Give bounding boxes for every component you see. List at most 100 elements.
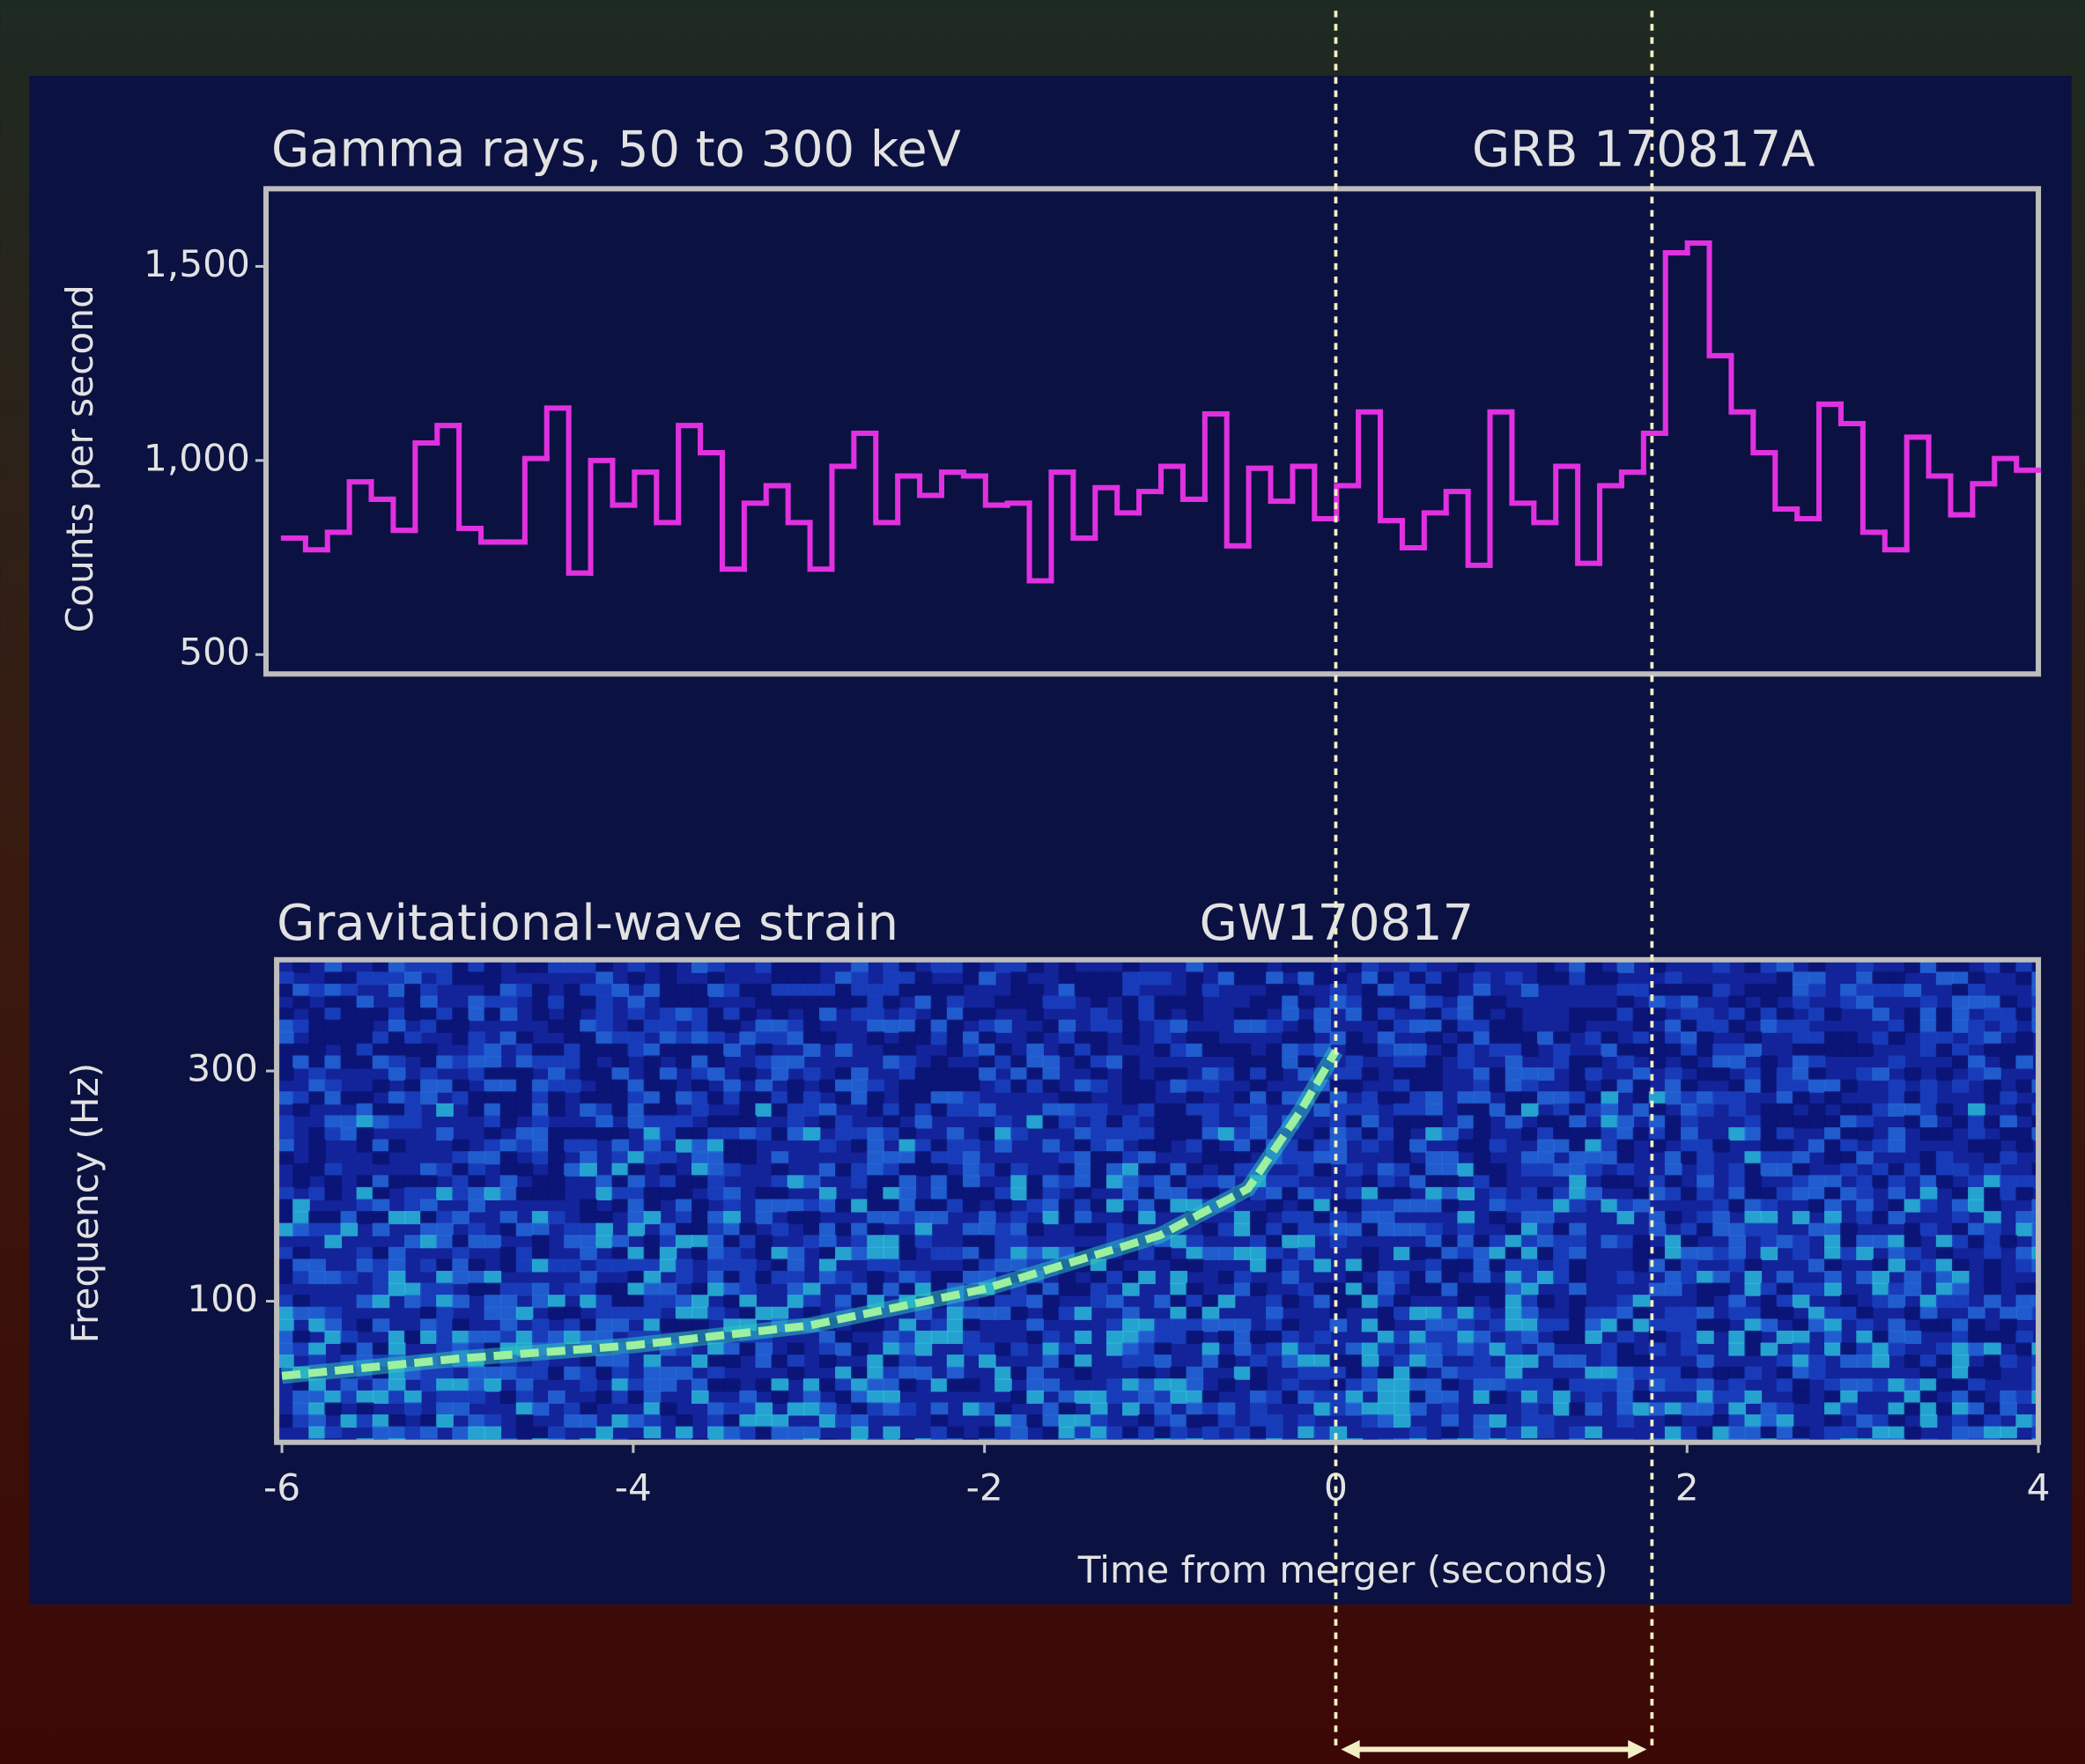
- spectrogram-noise: [1505, 1247, 1523, 1260]
- spectrogram-noise: [1521, 1331, 1539, 1344]
- spectrogram-noise: [1761, 1199, 1778, 1212]
- spectrogram-noise: [1505, 1223, 1523, 1236]
- spectrogram-noise: [357, 1391, 374, 1404]
- spectrogram-noise: [373, 1080, 390, 1093]
- spectrogram-noise: [1904, 1103, 1922, 1117]
- spectrogram-noise: [676, 1211, 693, 1224]
- spectrogram-noise: [1282, 1331, 1299, 1344]
- spectrogram-noise: [2000, 1307, 2017, 1320]
- spectrogram-noise: [1617, 1127, 1635, 1140]
- spectrogram-noise: [755, 1414, 773, 1428]
- spectrogram-noise: [484, 1414, 502, 1428]
- spectrogram-noise: [1697, 1044, 1714, 1057]
- spectrogram-noise: [1505, 1367, 1523, 1380]
- spectrogram-noise: [1728, 1247, 1746, 1260]
- spectrogram-noise: [373, 1044, 390, 1057]
- spectrogram-noise: [500, 1211, 518, 1224]
- spectrogram-noise: [1569, 1318, 1586, 1332]
- spectrogram-noise: [1330, 1151, 1348, 1164]
- spectrogram-noise: [1777, 1271, 1794, 1284]
- spectrogram-noise: [1569, 1258, 1586, 1272]
- spectrogram-noise: [1872, 1163, 1889, 1177]
- spectrogram-noise: [1457, 1140, 1475, 1153]
- spectrogram-noise: [947, 1331, 965, 1344]
- spectrogram-noise: [644, 1414, 662, 1428]
- spectrogram-noise: [660, 1175, 677, 1188]
- spectrogram-noise: [1043, 1211, 1061, 1224]
- spectrogram-noise: [707, 1235, 725, 1248]
- spectrogram-noise: [373, 1151, 390, 1164]
- spectrogram-noise: [1425, 1391, 1443, 1404]
- spectrogram-noise: [1777, 1414, 1794, 1428]
- spectrogram-noise: [1793, 984, 1810, 997]
- spectrogram-noise: [867, 1091, 884, 1104]
- spectrogram-noise: [1697, 1103, 1714, 1117]
- spectrogram-noise: [755, 1402, 773, 1415]
- spectrogram-noise: [1106, 1115, 1124, 1128]
- spectrogram-noise: [628, 1163, 646, 1177]
- spectrogram-noise: [898, 1235, 916, 1248]
- spectrogram-noise: [1010, 984, 1028, 997]
- spectrogram-noise: [1218, 1151, 1236, 1164]
- spectrogram-noise: [1793, 1427, 1810, 1440]
- spectrogram-noise: [1537, 1414, 1555, 1428]
- spectrogram-noise: [979, 1307, 996, 1320]
- spectrogram-noise: [1840, 1103, 1858, 1117]
- spectrogram-noise: [1665, 984, 1682, 997]
- spectrogram-noise: [1697, 1331, 1714, 1344]
- spectrogram-noise: [787, 1258, 805, 1272]
- spectrogram-noise: [787, 1247, 805, 1260]
- spectrogram-noise: [851, 1067, 869, 1081]
- spectrogram-noise: [691, 984, 709, 997]
- spectrogram-noise: [468, 1091, 485, 1104]
- spectrogram-noise: [1697, 1223, 1714, 1236]
- spectrogram-noise: [1601, 1151, 1618, 1164]
- spectrogram-noise: [452, 1151, 469, 1164]
- spectrogram-noise: [564, 1414, 581, 1428]
- spectrogram-noise: [1218, 1223, 1236, 1236]
- spectrogram-noise: [580, 1378, 597, 1391]
- spectrogram-noise: [532, 1103, 550, 1117]
- spectrogram-noise: [1984, 1031, 2001, 1044]
- spectrogram-noise: [1872, 1175, 1889, 1188]
- spectrogram-noise: [1761, 1307, 1778, 1320]
- spectrogram-noise: [963, 1258, 980, 1272]
- spectrogram-noise: [1250, 1067, 1268, 1081]
- spectrogram-noise: [1728, 1044, 1746, 1057]
- spectrogram-noise: [1362, 1378, 1379, 1391]
- spectrogram-noise: [1282, 1235, 1299, 1248]
- spectrogram-noise: [484, 1091, 502, 1104]
- spectrogram-noise: [1601, 1354, 1618, 1368]
- spectrogram-noise: [1170, 1307, 1187, 1320]
- spectrogram-noise: [1617, 1354, 1635, 1368]
- spectrogram-noise: [755, 1427, 773, 1440]
- spectrogram-noise: [628, 1187, 646, 1200]
- spectrogram-noise: [947, 1354, 965, 1368]
- spectrogram-noise: [1441, 1307, 1459, 1320]
- spectrogram-noise: [1394, 1140, 1411, 1153]
- spectrogram-noise: [1441, 1235, 1459, 1248]
- spectrogram-noise: [1091, 1140, 1108, 1153]
- spectrogram-noise: [723, 1163, 741, 1177]
- spectrogram-noise: [564, 996, 581, 1009]
- spectrogram-noise: [931, 1031, 949, 1044]
- spectrogram-noise: [1840, 996, 1858, 1009]
- spectrogram-noise: [1888, 1199, 1905, 1212]
- spectrogram-noise: [1777, 1127, 1794, 1140]
- spectrogram-noise: [660, 971, 677, 985]
- spectrogram-noise: [611, 1391, 629, 1404]
- spectrogram-noise: [1026, 1080, 1044, 1093]
- spectrogram-noise: [1952, 1223, 1970, 1236]
- spectrogram-noise: [1138, 1091, 1156, 1104]
- spectrogram-noise: [548, 1020, 566, 1033]
- spectrogram-noise: [1138, 971, 1156, 985]
- spectrogram-noise: [1952, 1271, 1970, 1284]
- spectrogram-noise: [452, 1427, 469, 1440]
- spectrogram-noise: [1298, 1283, 1315, 1296]
- spectrogram-noise: [1234, 1067, 1252, 1081]
- spectrogram-noise: [1187, 1391, 1204, 1404]
- spectrogram-noise: [1728, 1402, 1746, 1415]
- spectrogram-noise: [1968, 1199, 1985, 1212]
- spectrogram-noise: [580, 1020, 597, 1033]
- spectrogram-noise: [628, 1175, 646, 1188]
